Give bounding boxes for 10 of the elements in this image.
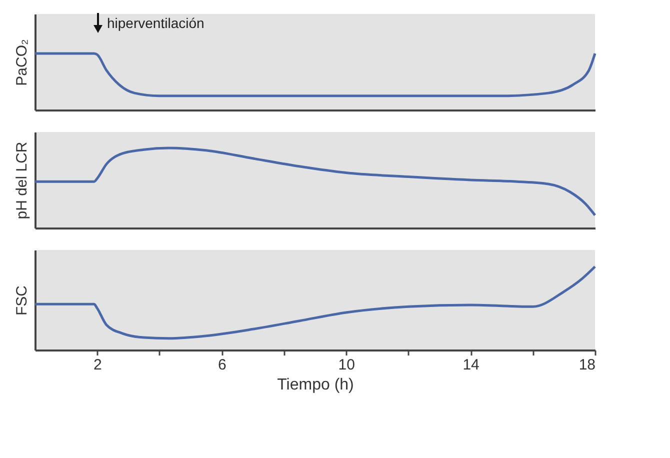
y-axis-title: FSC [14,285,30,316]
x-tick-label: 10 [338,356,355,374]
x-tick-label: 6 [218,356,226,374]
x-axis-title: Tiempo (h) [277,376,354,394]
y-axis-title: PaCO₂ [14,38,30,86]
x-tick-label: 2 [94,356,102,374]
y-axis-title: pH del LCR [14,142,30,220]
x-tick-label: 14 [462,356,480,374]
text: hiperventilación [107,15,204,31]
x-tick-label: 18 [578,356,596,374]
